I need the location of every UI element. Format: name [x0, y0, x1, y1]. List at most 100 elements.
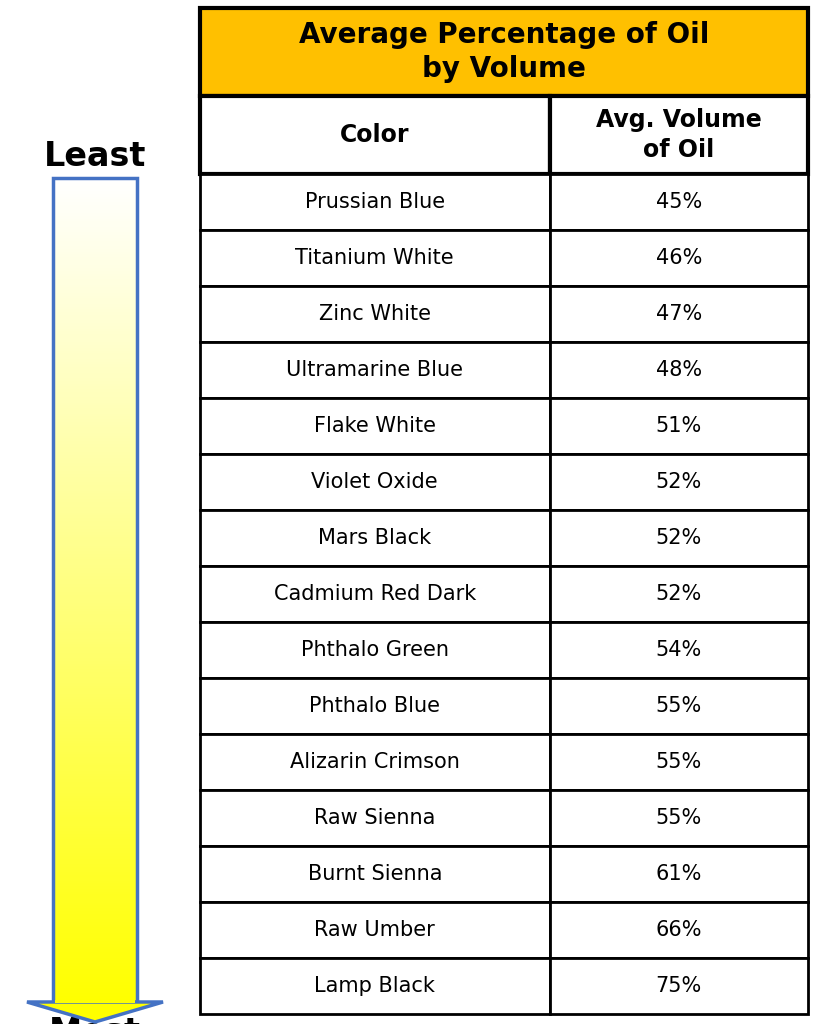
Bar [53, 402, 137, 406]
Bar [53, 326, 137, 329]
Bar [53, 515, 137, 518]
Bar [53, 348, 137, 351]
Bar [53, 317, 137, 321]
Bar [53, 691, 137, 694]
Bar [53, 367, 137, 371]
Bar [549, 230, 808, 286]
Bar [53, 963, 137, 967]
Bar [53, 417, 137, 420]
Bar [53, 669, 137, 673]
Bar [549, 846, 808, 902]
Bar [53, 686, 137, 689]
Bar [53, 768, 137, 771]
Bar [53, 675, 137, 678]
Bar [200, 510, 549, 566]
Bar [53, 790, 137, 794]
Bar [53, 579, 137, 582]
Bar [53, 820, 137, 823]
Bar [53, 386, 137, 389]
Bar [53, 617, 137, 621]
Bar [53, 735, 137, 738]
Bar [53, 650, 137, 653]
Text: 66%: 66% [655, 920, 702, 940]
Text: 55%: 55% [656, 752, 702, 772]
Bar [53, 652, 137, 656]
Bar [53, 582, 137, 585]
Bar [53, 784, 137, 787]
Bar [53, 876, 137, 879]
Bar [53, 518, 137, 521]
Bar [53, 911, 137, 914]
Bar [53, 694, 137, 697]
Bar [53, 334, 137, 337]
Bar [53, 928, 137, 931]
Bar [53, 502, 137, 505]
Bar [53, 980, 137, 983]
Bar [53, 249, 137, 252]
Text: 46%: 46% [656, 248, 702, 268]
Bar [53, 634, 137, 637]
Bar [53, 696, 137, 699]
Bar [53, 969, 137, 972]
Bar [53, 985, 137, 988]
Bar [53, 573, 137, 577]
Bar [53, 920, 137, 923]
Bar [53, 254, 137, 258]
Text: Burnt Sienna: Burnt Sienna [308, 864, 442, 884]
Bar [549, 174, 808, 230]
Bar [53, 608, 137, 612]
Bar [53, 381, 137, 384]
Text: 54%: 54% [656, 640, 702, 660]
Bar [53, 293, 137, 296]
Bar [549, 96, 808, 174]
Bar [53, 702, 137, 706]
Bar [53, 738, 137, 741]
Bar [53, 639, 137, 642]
Text: 48%: 48% [656, 360, 702, 380]
Bar [53, 902, 137, 906]
Bar [53, 592, 137, 596]
Bar [53, 400, 137, 403]
Bar [53, 538, 137, 541]
Bar [549, 622, 808, 678]
Bar [53, 620, 137, 623]
Bar [200, 622, 549, 678]
Bar [53, 221, 137, 224]
Bar [53, 660, 137, 665]
Bar [53, 450, 137, 453]
Bar [53, 972, 137, 975]
Bar [53, 271, 137, 274]
Bar [53, 936, 137, 939]
Bar [53, 732, 137, 735]
Bar [53, 324, 137, 327]
Text: Most: Most [49, 1016, 141, 1024]
Bar [53, 626, 137, 629]
Bar [53, 260, 137, 263]
Bar [549, 510, 808, 566]
Bar [53, 216, 137, 219]
Bar [53, 441, 137, 444]
Bar [53, 804, 137, 807]
Bar [53, 996, 137, 999]
Bar [53, 699, 137, 702]
Bar [53, 892, 137, 895]
Bar [53, 446, 137, 450]
Bar [53, 262, 137, 266]
Bar [53, 905, 137, 908]
Bar [549, 958, 808, 1014]
Bar [53, 482, 137, 485]
Bar [53, 842, 137, 846]
Bar [53, 296, 137, 299]
Bar [53, 916, 137, 920]
Bar [53, 197, 137, 200]
Bar [200, 678, 549, 734]
Bar [53, 807, 137, 810]
Bar [53, 631, 137, 634]
Bar [53, 435, 137, 439]
Text: Phthalo Green: Phthalo Green [300, 640, 449, 660]
Bar [53, 487, 137, 492]
Bar [53, 425, 137, 428]
Bar [53, 938, 137, 942]
Bar [53, 837, 137, 840]
Bar [549, 286, 808, 342]
